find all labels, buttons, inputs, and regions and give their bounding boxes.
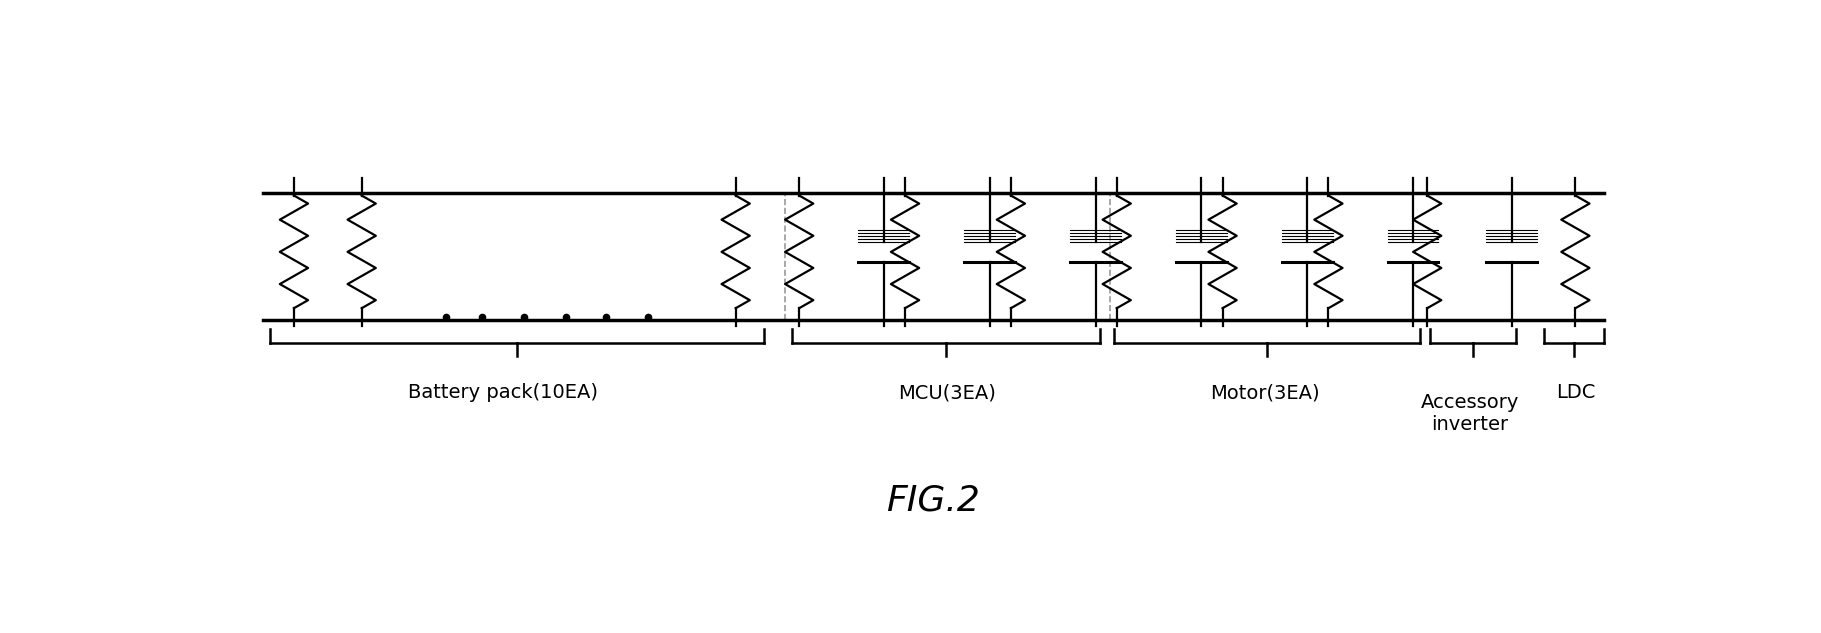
Text: FIG.2: FIG.2 bbox=[887, 483, 980, 517]
Text: Battery pack(10EA): Battery pack(10EA) bbox=[408, 383, 597, 402]
Text: Accessory
inverter: Accessory inverter bbox=[1420, 392, 1519, 434]
Text: Motor(3EA): Motor(3EA) bbox=[1211, 383, 1320, 402]
Text: LDC: LDC bbox=[1555, 383, 1595, 402]
Text: MCU(3EA): MCU(3EA) bbox=[898, 383, 996, 402]
